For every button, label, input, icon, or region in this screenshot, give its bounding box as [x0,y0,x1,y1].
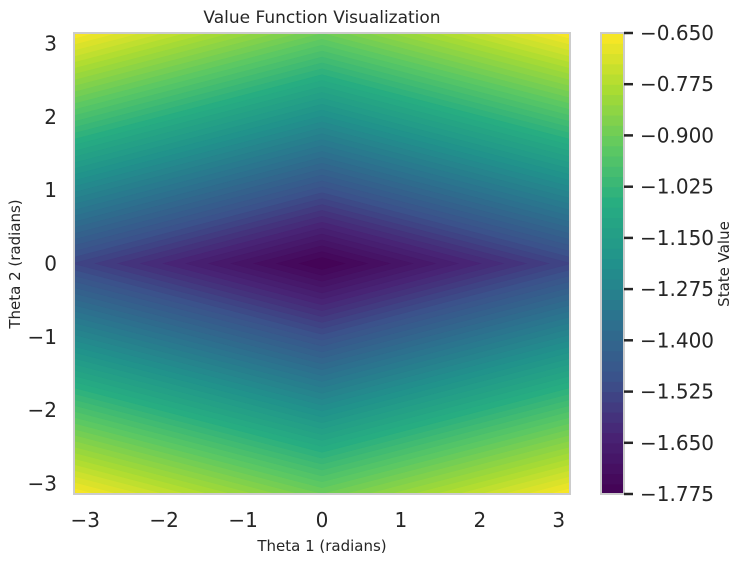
colorbar-tick-label: −1.650 [640,431,714,455]
colorbar-tick-label: −1.150 [640,226,714,250]
colorbar-band [601,217,624,229]
colorbar-band [601,412,624,423]
x-tick-label: 1 [395,508,408,532]
x-axis: −3 −2 −1 0 1 2 3 [70,508,565,532]
y-tick-label: 1 [44,178,57,202]
colorbar-band [601,381,624,393]
x-tick-label: 0 [316,508,329,532]
colorbar-tick-label: −1.775 [640,482,714,506]
colorbar-band [601,401,624,413]
colorbar-band [601,73,624,85]
colorbar-band [601,145,624,157]
colorbar-band [601,442,624,454]
colorbar-tick-label: −0.900 [640,123,714,147]
y-tick-label: −3 [28,472,57,496]
colorbar-band [601,166,624,178]
colorbar-frame [600,32,625,495]
colorbar-band [601,299,624,311]
colorbar-band [601,155,624,167]
colorbar-band [601,391,624,403]
colorbar-band [601,63,624,75]
colorbar-band [601,104,624,116]
y-tick-label: 2 [44,105,57,129]
x-tick-label: −2 [149,508,178,532]
x-axis-label: Theta 1 (radians) [256,537,386,555]
y-tick-label: −1 [28,325,57,349]
colorbar-band [601,268,624,280]
colorbar-band [601,186,624,198]
colorbar-band [601,422,624,434]
colorbar-band [601,125,624,137]
colorbar-band [601,258,624,270]
y-axis-label: Theta 2 (radians) [6,199,24,329]
colorbar-band [601,248,624,259]
colorbar-band [601,463,624,475]
colorbar-band [601,278,624,290]
colorbar-band [601,135,624,147]
x-tick-label: 3 [552,508,565,532]
x-tick-label: −1 [228,508,257,532]
colorbar-band [601,453,624,464]
y-tick-label: 0 [44,252,57,276]
colorbar-band [601,483,624,495]
y-tick-label: 3 [44,31,57,55]
colorbar-band [601,237,624,249]
colorbar-tick-label: −0.775 [640,72,714,96]
contour-band [298,257,346,270]
colorbar-band [601,84,624,96]
colorbar-band [601,289,624,300]
colorbar-band [601,371,624,382]
colorbar-band [601,330,624,341]
colorbar-band [601,94,624,106]
colorbar-tick-label: −1.275 [640,277,714,301]
colorbar-band [601,43,624,55]
colorbar-band [601,114,624,126]
colorbar-band [601,432,624,444]
colorbar-band [601,360,624,372]
colorbar-band [601,319,624,331]
plot-frame [73,32,571,495]
colorbar-band [601,227,624,239]
y-axis: −3 −2 −1 0 1 2 3 [28,31,57,495]
colorbar-band [601,340,624,352]
colorbar-band [601,207,624,218]
y-tick-label: −2 [28,398,57,422]
chart-title: Value Function Visualization [203,8,440,28]
colorbar-band [601,176,624,188]
colorbar-tick-label: −1.525 [640,380,714,404]
colorbar-band [601,33,624,44]
colorbar-band [601,53,624,65]
colorbar-band [601,350,624,362]
colorbar-band [601,473,624,485]
colorbar-band [601,309,624,321]
colorbar-tick-label: −0.650 [640,21,714,45]
colorbar-tick-label: −1.400 [640,328,714,352]
x-tick-label: −3 [70,508,99,532]
colorbar-band [601,196,624,208]
colorbar-tick-label: −1.025 [640,175,714,199]
colorbar-label: State Value [715,221,733,307]
x-tick-label: 2 [474,508,487,532]
colorbar: −1.775 −1.650 −1.525 −1.400 −1.275 −1.150 −1.0… [600,21,714,506]
